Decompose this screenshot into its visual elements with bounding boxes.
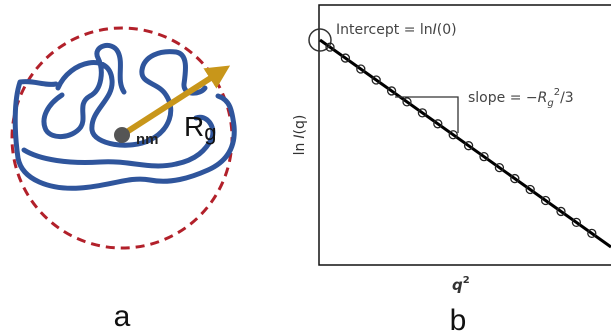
sample-point [463, 141, 474, 151]
intercept-marker [308, 28, 332, 52]
center-dot [114, 127, 130, 143]
sample-point [571, 217, 582, 228]
x-label-q: q [452, 276, 463, 294]
polymer-chain [12, 42, 237, 191]
sample-point [325, 42, 335, 52]
sample-point [340, 53, 351, 63]
sample-point [494, 162, 505, 173]
sample-point [525, 184, 535, 195]
sample-point [510, 173, 520, 184]
sample-point [556, 206, 566, 217]
radius-arrow [120, 65, 231, 138]
intercept-label: Intercept = lnI(0) [336, 22, 457, 38]
sample-point [433, 119, 443, 129]
radius-label: Rg [184, 111, 216, 145]
y-label-i: I [292, 134, 308, 138]
sample-point [417, 108, 428, 118]
sample-point [479, 152, 489, 162]
panel-b: Intercept = lnI(0) slope = −Rg2/3 lnI(q)… [292, 4, 611, 335]
slope-sub: g [547, 98, 553, 109]
x-label-sup: 2 [463, 275, 470, 286]
slope-triangle [395, 96, 459, 133]
intercept-arg: (0) [437, 22, 457, 38]
radius-label-main: R [184, 111, 204, 142]
slope-label: slope = −Rg2/3 [468, 87, 574, 109]
x-axis-label: q2 [452, 275, 470, 294]
sample-point [356, 64, 366, 74]
sample-point [371, 75, 381, 85]
radius-label-sub: g [204, 120, 216, 145]
slope-sup: 2 [554, 87, 560, 98]
center-label: nm [136, 131, 159, 148]
y-label-ln: ln [292, 143, 308, 156]
slope-tail: /3 [560, 90, 574, 106]
sample-point [386, 86, 397, 96]
y-label-q: (q) [292, 115, 308, 135]
panel-a: nm Rg a [10, 26, 237, 333]
intercept-italic: I [433, 22, 437, 38]
plot-frame [318, 4, 611, 266]
caption-b: b [450, 304, 467, 335]
sample-point [448, 130, 458, 140]
y-axis-label: ln I(q) [292, 115, 308, 156]
slope-text: slope = − [468, 90, 538, 106]
slope-r: R [538, 90, 548, 106]
sample-point [587, 228, 597, 238]
sample-point [402, 97, 412, 107]
sample-point [540, 195, 551, 206]
caption-a: a [114, 300, 131, 333]
intercept-text: Intercept = ln [336, 22, 433, 38]
